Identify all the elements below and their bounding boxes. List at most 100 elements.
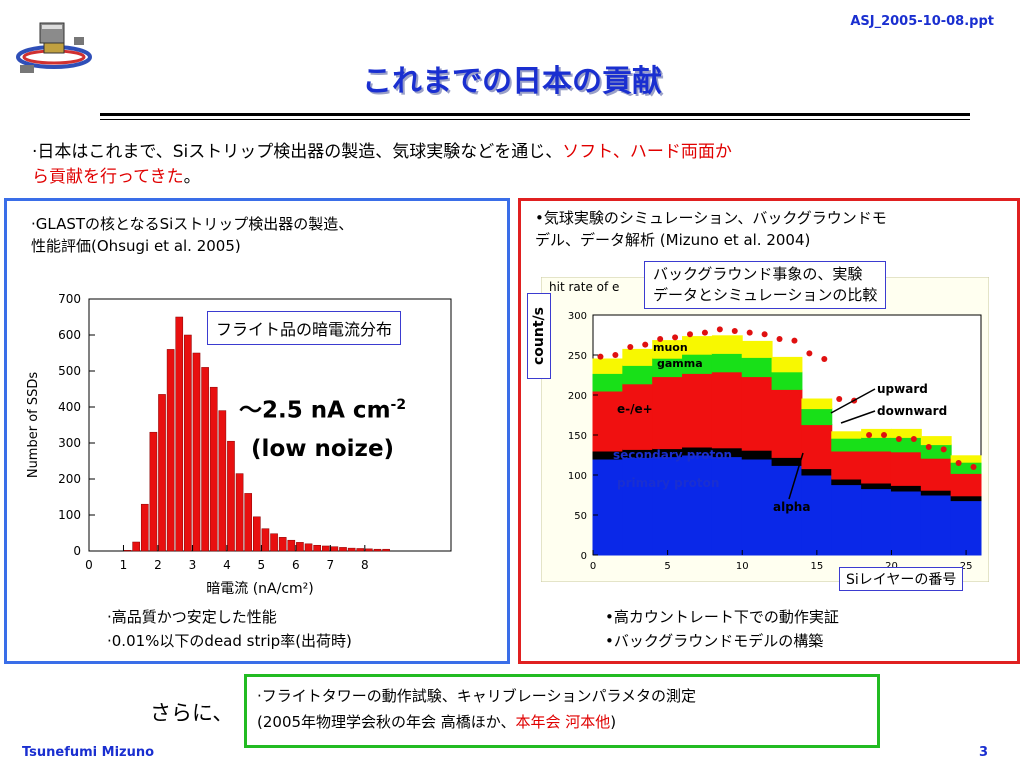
chart-annotation: primary proton: [617, 476, 719, 490]
title-rule: [100, 113, 970, 116]
histogram-bar: [321, 545, 330, 552]
annotation-arrow: [788, 452, 804, 500]
left-bullet-2: ·0.01%以下のdead strip率(出荷時): [107, 632, 352, 650]
stack-segment: [950, 500, 982, 556]
stack-segment: [950, 455, 982, 463]
y-tick-label: 150: [568, 431, 587, 442]
right-heading-line1: •気球実験のシミュレーション、バックグラウンドモ: [535, 209, 887, 227]
observed-point: [836, 396, 843, 402]
x-tick-label: 8: [361, 558, 369, 572]
y-tick-label: 600: [58, 328, 81, 342]
right-heading-line2: デル、データ解析 (Mizuno et al. 2004): [535, 231, 811, 249]
left-heading-line2: 性能評価(Ohsugi et al. 2005): [31, 237, 241, 255]
histogram-bar: [339, 547, 347, 552]
stack-segment: [622, 364, 654, 385]
y-tick-label: 700: [58, 292, 81, 306]
histogram-bar: [304, 543, 313, 552]
left-heading: ·GLASTの核となるSiストリップ検出器の製造、 性能評価(Ohsugi et…: [31, 213, 353, 257]
stack-segment: [741, 356, 773, 378]
value-note: (low noize): [251, 435, 395, 462]
x-tick-label: 2: [154, 558, 162, 572]
histogram-bar: [347, 547, 356, 552]
left-bullet-1: ·高品質かつ安定した性能: [107, 608, 277, 626]
bottom-box: ·フライトタワーの動作試験、キャリブレーションパラメタの測定 (2005年物理学…: [244, 674, 880, 748]
observed-point: [672, 334, 679, 341]
left-panel: ·GLASTの核となるSiストリップ検出器の製造、 性能評価(Ohsugi et…: [4, 198, 510, 664]
observed-point: [642, 341, 649, 348]
right-panel: •気球実験のシミュレーション、バックグラウンドモ デル、データ解析 (Mizun…: [518, 198, 1020, 664]
histogram-bar: [175, 316, 184, 552]
histogram-bar: [123, 550, 132, 552]
left-heading-line1: ·GLASTの核となるSiストリップ検出器の製造、: [31, 215, 354, 233]
stack-segment: [890, 490, 922, 556]
stack-segment: [592, 458, 624, 556]
observed-point: [716, 326, 723, 333]
stack-segment: [831, 478, 863, 486]
count-rate-label: count/s: [527, 293, 551, 379]
x-tick-label: 5: [258, 558, 266, 572]
x-tick-label: 0: [85, 558, 93, 572]
stack-segment: [920, 436, 952, 446]
chart-annotation: downward: [877, 404, 947, 418]
observed-point: [940, 446, 947, 453]
hit-rate-chart: hit rate of e 0 50 100 150 200 250 300 0 5 10 15 20 2…: [541, 277, 989, 582]
stack-segment: [682, 454, 713, 556]
observed-point: [821, 356, 828, 362]
stack-segment: [831, 437, 863, 452]
chart-annotation: upward: [877, 382, 928, 396]
stack-segment: [801, 468, 833, 476]
observed-point: [746, 329, 753, 336]
chart-annotation: muon: [653, 341, 688, 354]
histogram-bar: [227, 440, 235, 552]
x-tick-label: 1: [120, 558, 128, 572]
histogram-bar: [365, 548, 373, 552]
observed-point: [657, 336, 664, 342]
y-tick-label: 0: [73, 544, 81, 558]
bottom-line-2: (2005年物理学会秋の年会 高橋ほか、: [257, 713, 516, 731]
value-sup: -2: [390, 397, 407, 413]
left-bullets: ·高品質かつ安定した性能 ·0.01%以下のdead strip率(出荷時): [107, 605, 352, 653]
stack-segment: [592, 358, 624, 374]
histogram-bar: [235, 473, 244, 552]
chart-annotation: gamma: [657, 357, 703, 370]
x-tick-label: 7: [327, 558, 335, 572]
stack-segment: [682, 372, 713, 448]
bottom-line-1: ·フライトタワーの動作試験、キャリブレーションパラメタの測定: [257, 687, 697, 705]
x-tick-label: 25: [960, 561, 973, 572]
dark-current-histogram: 0 100 200 300 400 500 600 700 0 1 2 3 4 5 6 7 8 Number of…: [26, 292, 452, 597]
observed-point: [687, 331, 693, 338]
histogram-bar: [382, 548, 390, 552]
histogram-bar: [158, 394, 166, 552]
plot-frame: [88, 298, 452, 552]
y-tick-label: 100: [58, 508, 81, 522]
stack-segment: [920, 444, 952, 459]
y-tick-label: 0: [581, 551, 587, 562]
stack-segment: [950, 472, 982, 497]
stack-segment: [861, 482, 892, 490]
chart-annotation: e-/e+: [617, 402, 653, 416]
stack-segment: [920, 494, 952, 556]
y-tick-label: 300: [58, 436, 81, 450]
stack-segment: [920, 489, 952, 496]
stack-segment: [741, 449, 773, 460]
observed-point: [955, 460, 962, 466]
stack-segment: [771, 456, 803, 466]
histogram-bar: [218, 410, 227, 552]
histogram-bar: [209, 386, 218, 552]
footer-author: Tsunefumi Mizuno: [22, 745, 155, 760]
observed-point: [925, 444, 932, 450]
y-tick-label: 50: [574, 511, 587, 522]
annotation-arrow: [830, 388, 876, 414]
histogram-bar: [278, 537, 287, 552]
observed-point: [701, 329, 708, 336]
stack-segment: [592, 390, 624, 452]
observed-point: [910, 436, 917, 442]
stack-segment: [711, 456, 743, 556]
right-heading: •気球実験のシミュレーション、バックグラウンドモ デル、データ解析 (Mizun…: [535, 207, 887, 251]
histogram-bar: [270, 533, 278, 552]
stack-segment: [622, 456, 654, 556]
x-axis-label: 暗電流 (nA/cm²): [206, 581, 314, 597]
stack-segment: [741, 458, 773, 556]
intro-text: ·日本はこれまで、Siストリップ検出器の製造、気球実験などを通じ、: [32, 142, 563, 162]
stack-segment: [950, 461, 982, 474]
